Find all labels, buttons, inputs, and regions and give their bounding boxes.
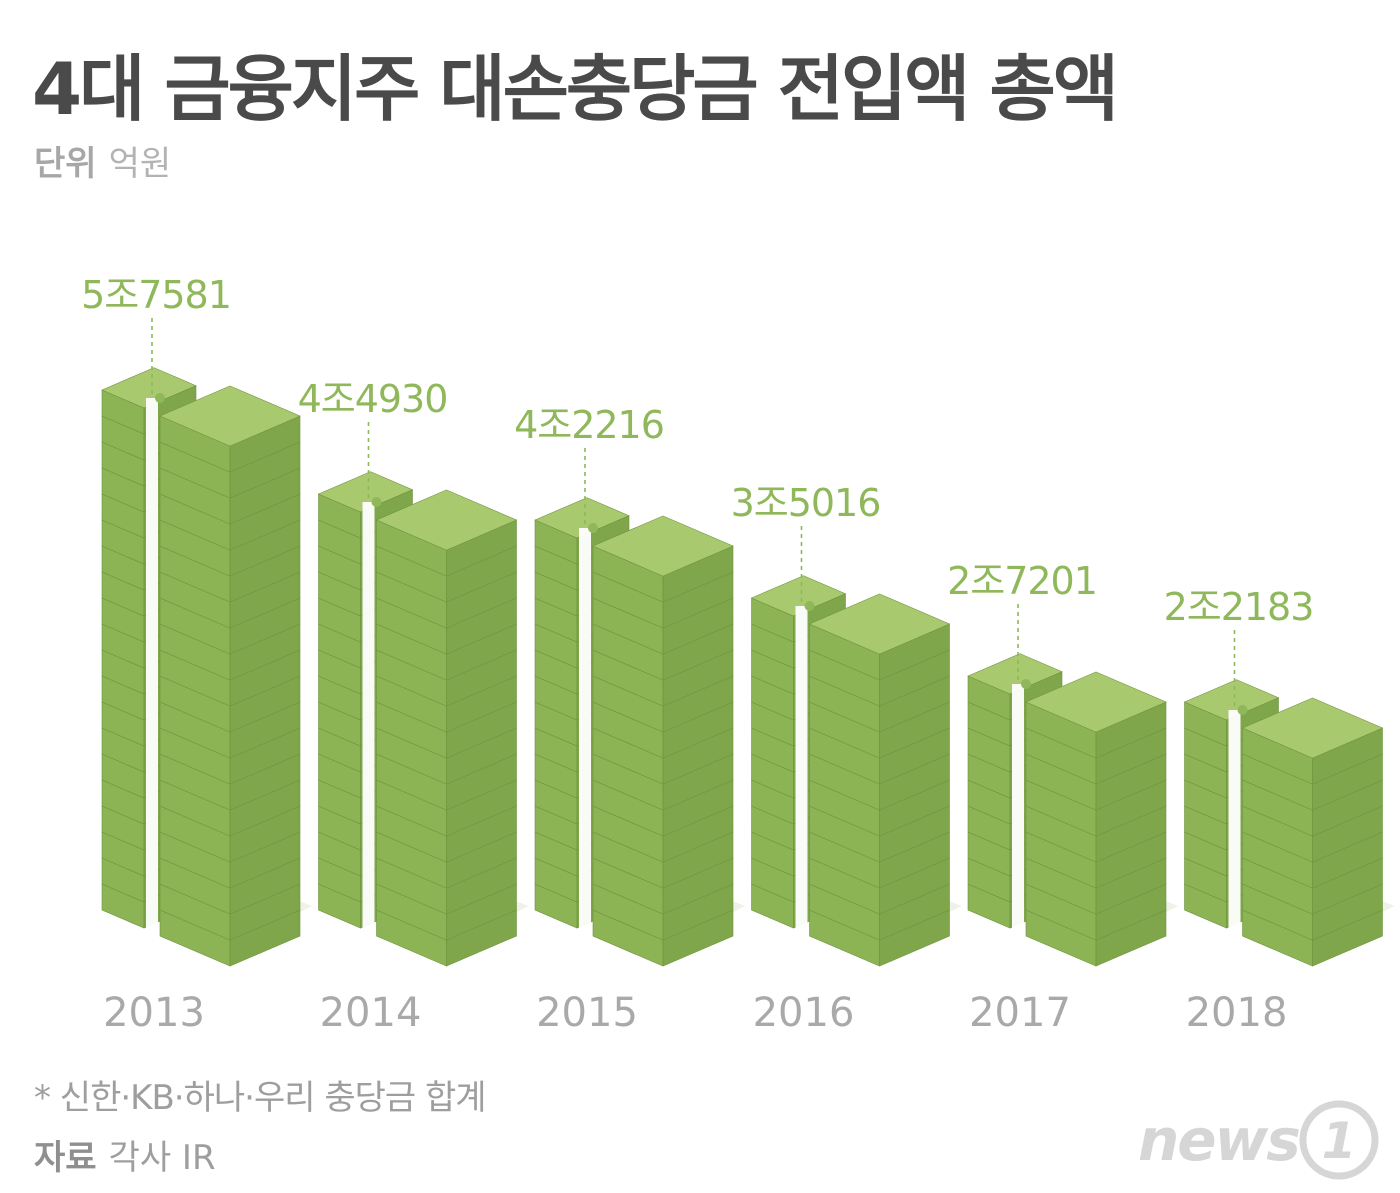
paper-band — [146, 398, 158, 956]
paper-band — [1228, 710, 1241, 956]
bundle-top — [808, 593, 951, 655]
stack-2013: 5조7581 2013 — [81, 273, 312, 1036]
category-label-2015: 2015 — [536, 990, 638, 1036]
bundle-top — [1241, 697, 1384, 759]
category-label-2017: 2017 — [969, 990, 1071, 1036]
source-line: 자료 각사 IR — [34, 1130, 216, 1179]
bundle-top — [1183, 679, 1280, 721]
category-label-2014: 2014 — [320, 990, 422, 1036]
paper-band — [795, 606, 808, 956]
stack-2015: 4조2216 2015 — [514, 403, 745, 1036]
stack-2017: 2조7201 2017 — [947, 559, 1178, 1036]
paper-band — [1012, 684, 1024, 956]
bundle-top — [592, 515, 734, 577]
logo-mark-icon: 1 — [1299, 1100, 1379, 1180]
leader-dot — [804, 601, 815, 611]
unit-label: 단위 — [34, 144, 97, 184]
paper-band — [579, 528, 591, 956]
data-label-2017: 2조7201 — [947, 559, 1097, 603]
news1-logo: news 1 — [1138, 1100, 1379, 1180]
logo-mark: 1 — [1321, 1112, 1356, 1170]
data-label-2013: 5조7581 — [81, 273, 231, 317]
category-label-2018: 2018 — [1186, 990, 1288, 1036]
unit-value: 억원 — [108, 144, 172, 184]
category-label-2013: 2013 — [103, 990, 205, 1036]
bundle-top — [159, 385, 301, 447]
data-label-2015: 4조2216 — [514, 403, 664, 447]
chart-title: 4대 금융지주 대손충당금 전입액 총액 — [32, 47, 1119, 131]
data-label-2018: 2조2183 — [1164, 585, 1314, 629]
bundle-top — [967, 653, 1063, 695]
bundle-top — [375, 489, 518, 551]
stack-2016: 3조5016 2016 — [731, 481, 962, 1036]
footnote: * 신한·KB·하나·우리 충당금 합계 — [34, 1078, 487, 1118]
leader-dot — [155, 393, 165, 403]
leader-dot — [371, 497, 382, 507]
source-value: 각사 IR — [108, 1138, 216, 1178]
source-label: 자료 — [34, 1138, 97, 1178]
leader-dot — [1237, 705, 1248, 715]
logo-text: news — [1138, 1106, 1301, 1174]
data-label-2014: 4조4930 — [298, 377, 448, 421]
leader-dot — [1021, 679, 1031, 689]
bundle-top — [534, 497, 630, 539]
bundle-top — [317, 471, 414, 513]
paper-band — [362, 502, 375, 956]
stack-2014: 4조4930 2014 — [298, 377, 529, 1036]
bundle-top — [750, 575, 847, 617]
category-label-2016: 2016 — [753, 990, 855, 1036]
bundle-top — [101, 367, 197, 409]
leader-dot — [588, 523, 598, 533]
data-label-2016: 3조5016 — [731, 481, 881, 525]
stack-2018: 2조2183 2018 — [1164, 585, 1395, 1036]
unit-line: 단위 억원 — [34, 136, 171, 185]
bundle-top — [1025, 671, 1167, 733]
